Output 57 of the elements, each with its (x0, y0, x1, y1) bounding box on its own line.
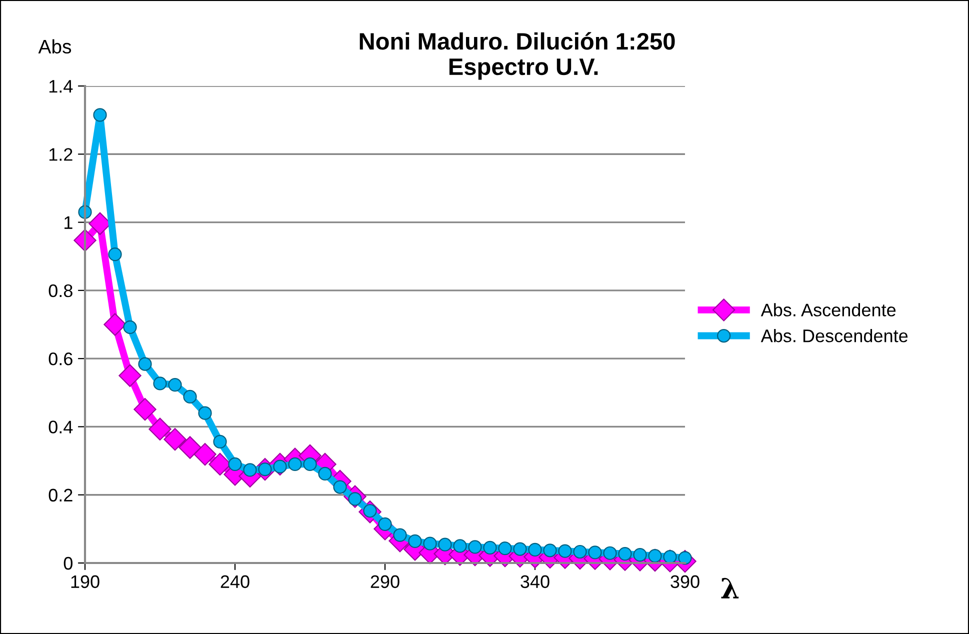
x-tick-label: 290 (370, 575, 400, 588)
point (194, 442, 216, 466)
point (393, 528, 407, 542)
point (93, 108, 107, 122)
point (513, 542, 527, 556)
point (198, 406, 212, 420)
y-tick-label: 0.4 (48, 420, 73, 434)
y-tick-label: 1.4 (49, 80, 73, 93)
point (303, 457, 317, 471)
chart-title: Noni Maduro. Dilución 1:250 Espectro U.V. (360, 32, 675, 80)
point (153, 376, 167, 390)
point (588, 546, 602, 560)
point (528, 542, 542, 557)
y-axis-title: Abs (38, 39, 72, 54)
point (498, 542, 512, 556)
x-tick-label: 340 (520, 575, 550, 588)
point (164, 428, 186, 451)
point (453, 539, 467, 553)
point (183, 390, 197, 404)
point (108, 248, 122, 262)
y-tick-label: 0 (64, 556, 72, 570)
x-tick-label: 390 (670, 575, 700, 588)
legend-label: Abs. Ascendente (760, 303, 896, 316)
y-tick-label: 0.8 (48, 284, 72, 298)
point (633, 548, 647, 562)
y-tick-label: 0.2 (48, 488, 72, 502)
y-tick-label: 1 (64, 216, 72, 229)
point (104, 313, 126, 336)
point (118, 364, 142, 387)
point (333, 480, 347, 494)
point (408, 534, 422, 548)
point (138, 357, 152, 371)
point (543, 544, 557, 558)
point (168, 378, 182, 392)
point (573, 544, 587, 559)
point (438, 538, 452, 552)
x-tick-label: 240 (220, 575, 250, 588)
point (603, 546, 617, 560)
point (423, 536, 437, 550)
point (468, 540, 482, 554)
point (483, 540, 497, 554)
y-tick-label: 0.6 (48, 352, 72, 366)
point (618, 546, 632, 561)
point (318, 466, 332, 481)
y-tick-label: 1.2 (49, 148, 72, 161)
point (213, 434, 227, 449)
legend-label: Abs. Descendente (760, 329, 908, 342)
point (134, 398, 156, 421)
point (243, 463, 257, 477)
point (178, 436, 202, 459)
point (288, 457, 302, 471)
point (558, 544, 572, 558)
x-tick-label: 190 (71, 575, 100, 588)
point (148, 418, 172, 440)
point (123, 320, 137, 334)
point (228, 457, 242, 471)
x-axis-title: λ (721, 578, 739, 598)
